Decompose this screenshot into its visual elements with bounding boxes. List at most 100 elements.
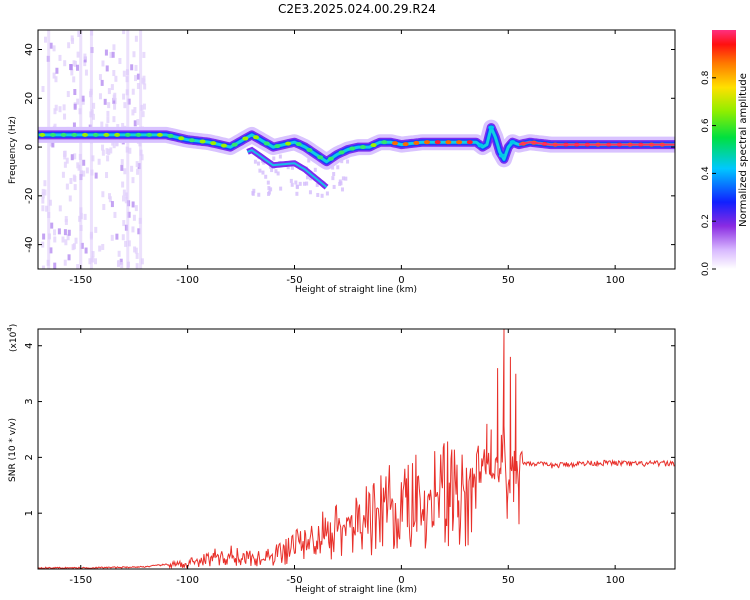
ridge-peak — [253, 135, 260, 140]
snr-y-tick-label: 3 — [24, 398, 35, 404]
ridge-peak — [327, 156, 334, 161]
noise-speck — [305, 181, 309, 186]
noise-speck — [100, 79, 104, 86]
noise-speck — [274, 169, 278, 174]
noise-speck — [112, 44, 116, 51]
noise-speck — [101, 60, 105, 67]
noise-speck — [272, 156, 276, 161]
noise-speck — [120, 164, 124, 171]
noise-speck — [278, 154, 282, 159]
noise-speck — [63, 161, 67, 168]
noise-speck — [73, 103, 77, 110]
noise-speck — [63, 60, 67, 67]
noise-speck — [70, 69, 74, 76]
noise-speck — [262, 160, 266, 165]
ridge-peak — [370, 143, 377, 148]
noise-speck — [52, 72, 56, 79]
noise-speck — [49, 42, 53, 49]
noise-speck — [118, 58, 122, 65]
noise-speck — [303, 181, 307, 186]
noise-speck — [140, 258, 144, 265]
ridge-peak — [456, 140, 463, 145]
noise-speck — [81, 95, 85, 102]
noise-speck — [131, 88, 135, 95]
noise-speck — [107, 193, 111, 200]
noise-speck — [43, 180, 47, 187]
noise-speck — [70, 154, 74, 161]
noise-speck — [64, 218, 68, 225]
noise-speck — [257, 192, 261, 197]
noise-streak — [139, 30, 143, 269]
noise-speck — [123, 168, 127, 175]
noise-speck — [53, 236, 57, 243]
noise-speck — [290, 182, 294, 187]
snr-x-tick-label: 0 — [398, 575, 404, 586]
ridge-peak — [103, 132, 110, 137]
noise-speck — [286, 165, 290, 170]
noise-speck — [110, 201, 114, 208]
noise-speck — [42, 233, 46, 240]
noise-speck — [122, 30, 126, 35]
noise-speck — [133, 120, 137, 127]
noise-speck — [294, 180, 298, 185]
ridge-peak — [317, 155, 324, 160]
noise-speck — [309, 176, 313, 181]
ridge-peak — [285, 141, 292, 146]
noise-speck — [101, 243, 105, 250]
noise-speck — [70, 35, 74, 42]
noise-speck — [107, 102, 111, 109]
colorbar-tick-label: 0.6 — [701, 118, 711, 133]
ridge-peak — [124, 132, 131, 137]
noise-speck — [117, 250, 121, 257]
noise-speck — [64, 239, 68, 246]
figure-title: C2E3.2025.024.00.29.R24 — [278, 2, 436, 16]
snr-y-tick-label: 4 — [24, 343, 35, 349]
ridge-peak — [82, 132, 89, 137]
noise-speck — [127, 240, 131, 247]
noise-speck — [41, 205, 45, 212]
noise-speck — [52, 45, 56, 52]
colorbar-tick-label: 0.4 — [701, 166, 711, 181]
noise-speck — [65, 157, 69, 164]
noise-speck — [313, 167, 317, 172]
noise-speck — [58, 205, 62, 212]
ridge-peak — [263, 141, 270, 146]
ridge-branch-core — [247, 148, 328, 188]
noise-speck — [130, 165, 134, 172]
noise-speck — [91, 251, 95, 258]
ridge-peak — [413, 140, 420, 145]
snr-exponent-base: (x10 — [9, 331, 19, 352]
noise-speck — [73, 184, 77, 191]
noise-speck — [97, 158, 101, 165]
noise-speck — [105, 65, 109, 72]
noise-speck — [109, 147, 113, 154]
ridge-peak — [199, 139, 206, 144]
colorbar: 0.0 0.2 0.4 0.6 0.8 Normalized spectral ampl… — [701, 30, 749, 276]
noise-speck — [131, 109, 135, 116]
ridge-peak — [402, 142, 409, 147]
snr-series-line — [38, 329, 675, 569]
noise-speck — [115, 233, 119, 240]
noise-speck — [128, 147, 132, 154]
ridge-peak — [338, 150, 345, 155]
noise-speck — [295, 191, 299, 196]
ridge-peak — [466, 140, 473, 145]
ridge-peak — [60, 132, 67, 137]
noise-speck — [142, 51, 146, 58]
noise-speck — [112, 70, 116, 77]
ridge-peak — [167, 133, 174, 138]
noise-speck — [308, 190, 312, 195]
snr-exponent-label: (x104) — [6, 324, 19, 352]
ridge-core-red — [518, 141, 675, 146]
noise-speck — [74, 237, 78, 244]
noise-speck — [136, 83, 140, 90]
noise-speck — [54, 76, 58, 83]
noise-streak — [79, 30, 83, 269]
noise-speck — [71, 244, 75, 251]
noise-speck — [76, 51, 80, 58]
ridge-peak — [210, 141, 217, 146]
noise-speck — [41, 192, 45, 199]
ridge-peak — [39, 132, 46, 137]
noise-speck — [76, 98, 80, 105]
